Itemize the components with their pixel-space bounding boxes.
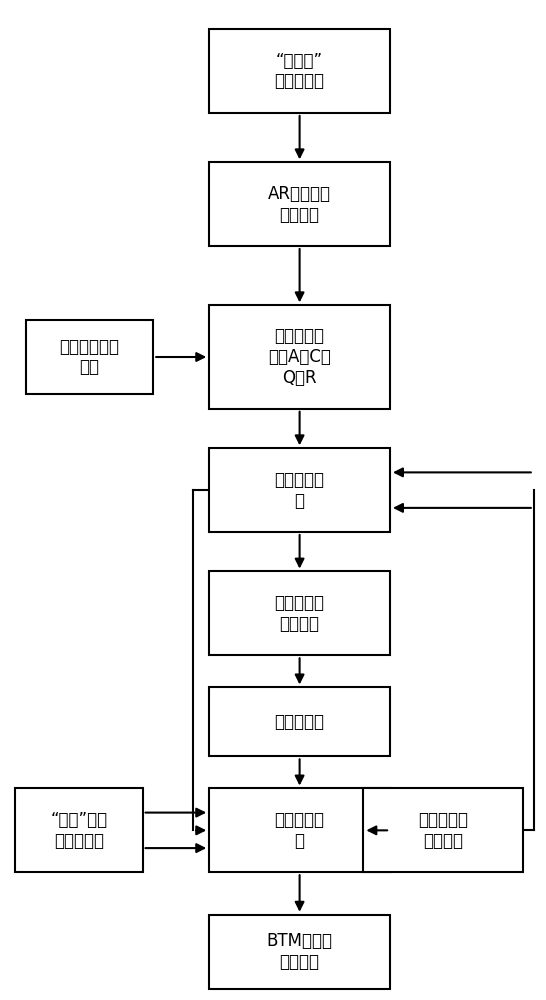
FancyBboxPatch shape [209, 448, 390, 532]
Text: “过点”时上
行链路信号: “过点”时上 行链路信号 [50, 811, 108, 850]
Text: 后验误差协
方差计算: 后验误差协 方差计算 [418, 811, 468, 850]
FancyBboxPatch shape [209, 687, 390, 756]
Text: 上行链路信号
特征: 上行链路信号 特征 [60, 338, 120, 376]
Text: 最优状态估
计: 最优状态估 计 [275, 811, 325, 850]
FancyBboxPatch shape [209, 915, 390, 989]
Text: 卡尔曼增益: 卡尔曼增益 [275, 713, 325, 731]
Text: AR模型噪声
特性估计: AR模型噪声 特性估计 [268, 185, 331, 224]
FancyBboxPatch shape [209, 305, 390, 409]
FancyBboxPatch shape [209, 571, 390, 655]
Text: 卡尔曼滤波
参数A、C、
Q、R: 卡尔曼滤波 参数A、C、 Q、R [268, 327, 331, 387]
FancyBboxPatch shape [15, 788, 143, 872]
Text: BTM解调及
解码部分: BTM解调及 解码部分 [266, 932, 333, 971]
FancyBboxPatch shape [209, 162, 390, 246]
FancyBboxPatch shape [209, 788, 390, 872]
FancyBboxPatch shape [209, 29, 390, 113]
Text: 先验误差协
方差计算: 先验误差协 方差计算 [275, 594, 325, 633]
FancyBboxPatch shape [364, 788, 523, 872]
Text: “未过点”
时噪声信号: “未过点” 时噪声信号 [275, 52, 325, 90]
Text: 系统状态预
测: 系统状态预 测 [275, 471, 325, 510]
FancyBboxPatch shape [26, 320, 153, 394]
